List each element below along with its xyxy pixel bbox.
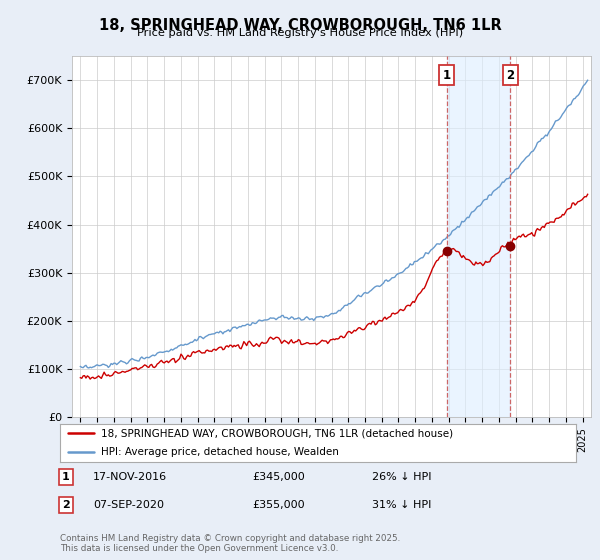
Text: 07-SEP-2020: 07-SEP-2020 [93, 500, 164, 510]
Text: 1: 1 [443, 69, 451, 82]
Text: Contains HM Land Registry data © Crown copyright and database right 2025.
This d: Contains HM Land Registry data © Crown c… [60, 534, 400, 553]
Text: £345,000: £345,000 [252, 472, 305, 482]
Text: 2: 2 [62, 500, 70, 510]
Text: 17-NOV-2016: 17-NOV-2016 [93, 472, 167, 482]
Text: 2: 2 [506, 69, 515, 82]
Text: 18, SPRINGHEAD WAY, CROWBOROUGH, TN6 1LR: 18, SPRINGHEAD WAY, CROWBOROUGH, TN6 1LR [98, 18, 502, 33]
Text: 31% ↓ HPI: 31% ↓ HPI [372, 500, 431, 510]
Text: 26% ↓ HPI: 26% ↓ HPI [372, 472, 431, 482]
Text: 18, SPRINGHEAD WAY, CROWBOROUGH, TN6 1LR (detached house): 18, SPRINGHEAD WAY, CROWBOROUGH, TN6 1LR… [101, 428, 454, 438]
Text: Price paid vs. HM Land Registry's House Price Index (HPI): Price paid vs. HM Land Registry's House … [137, 28, 463, 38]
Text: 1: 1 [62, 472, 70, 482]
Text: £355,000: £355,000 [252, 500, 305, 510]
Text: HPI: Average price, detached house, Wealden: HPI: Average price, detached house, Weal… [101, 447, 339, 458]
Bar [446, 56, 511, 417]
